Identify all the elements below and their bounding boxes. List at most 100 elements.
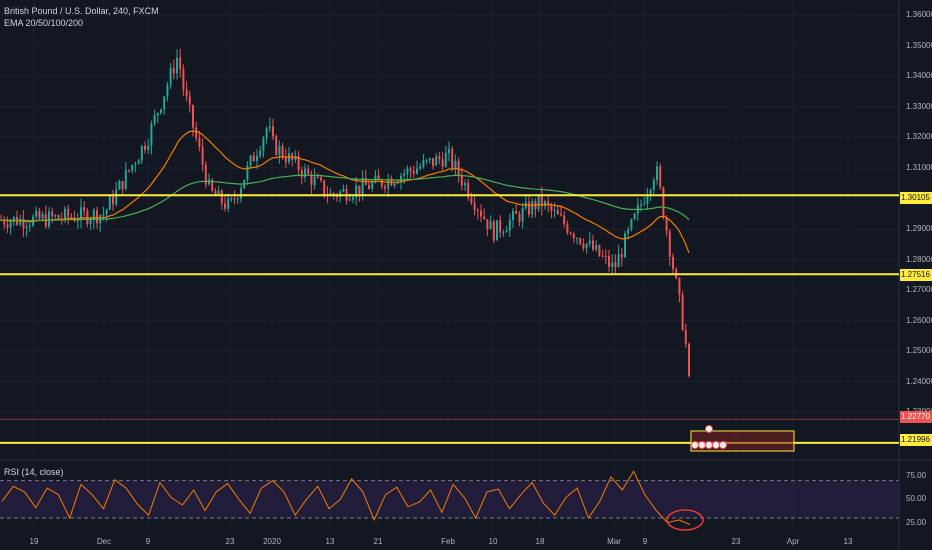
candle-body (300, 170, 303, 178)
candle-body (112, 196, 114, 205)
candle-body (380, 179, 383, 187)
candle-body (211, 179, 214, 191)
candle-body (422, 160, 425, 167)
candle-body (320, 177, 322, 181)
candle-body (428, 158, 431, 160)
candle-body (384, 186, 386, 189)
candle-body (531, 201, 534, 215)
candle-body (537, 194, 540, 210)
candle-body (528, 202, 530, 215)
level-tag-2: 1.27516 (900, 269, 932, 281)
candle-body (332, 193, 335, 196)
candle-body (464, 182, 466, 186)
time-tick: 9 (145, 537, 151, 546)
candle-body (640, 204, 642, 206)
candle-body (83, 207, 86, 211)
candle-body (438, 156, 441, 160)
candle-body (294, 155, 297, 161)
candle-body (124, 169, 127, 190)
candle-body (92, 210, 95, 221)
rsi-tick: 50.00 (906, 494, 927, 504)
candle-body (416, 168, 418, 174)
event-marker (712, 441, 720, 449)
candle-body (160, 109, 162, 114)
candle-body (240, 188, 242, 199)
candle-body (569, 232, 572, 235)
candle-body (304, 168, 306, 178)
candle-body (633, 213, 636, 220)
time-tick: 9 (642, 537, 648, 546)
candle-body (489, 221, 492, 230)
candle-body (448, 148, 450, 153)
candle-body (563, 215, 566, 225)
candle-body (499, 220, 502, 233)
candle-body (627, 229, 630, 234)
candle-body (275, 136, 278, 155)
level-tag-1: 1.30105 (900, 192, 932, 204)
candle-body (566, 224, 569, 233)
candle-body (163, 96, 166, 110)
event-marker (691, 441, 699, 449)
event-marker (719, 441, 727, 449)
price-tick: 1.34000 (906, 71, 932, 81)
candle-body (473, 202, 476, 210)
candle-body (665, 217, 668, 232)
candle-body (672, 256, 674, 270)
candle-body (176, 57, 178, 74)
candle-body (204, 164, 207, 185)
candle-body (48, 211, 50, 227)
candle-body (80, 207, 82, 221)
candle-body (496, 220, 498, 241)
candle-body (585, 243, 588, 249)
candle-body (230, 198, 233, 200)
support-resistance-levels (0, 194, 899, 444)
candle-body (553, 210, 556, 212)
candle-body (393, 183, 396, 186)
candle-body (387, 178, 390, 189)
candle-body (611, 262, 614, 267)
candle-body (451, 148, 454, 168)
price-tick: 1.26000 (906, 315, 932, 325)
candle-body (377, 175, 380, 180)
time-tick: Dec (96, 537, 112, 546)
candle-body (502, 232, 505, 234)
price-tick: 1.32000 (906, 132, 932, 142)
candle-body (547, 201, 550, 206)
candle-body (512, 210, 514, 220)
rsi-line (1, 470, 691, 525)
price-tick: 1.28000 (906, 254, 932, 264)
candle-body (540, 194, 543, 207)
candle-body (550, 205, 553, 211)
candle-body (316, 176, 319, 178)
candle-body (588, 240, 591, 244)
candle-body (403, 173, 406, 176)
time-tick: 23 (225, 537, 235, 546)
candle-body (646, 195, 649, 204)
candle-body (371, 182, 374, 189)
price-tick: 1.35000 (906, 40, 932, 50)
candle-body (601, 255, 604, 257)
candle-body (256, 155, 258, 162)
candle-body (483, 216, 486, 220)
candle-body (560, 214, 562, 216)
candle-body (105, 209, 108, 215)
candle-body (656, 166, 658, 181)
candle-body (630, 219, 633, 230)
rsi-tick: 25.00 (906, 517, 927, 527)
candle-body (182, 69, 185, 90)
candle-body (432, 158, 434, 166)
candle-body (19, 218, 22, 225)
candle-body (220, 190, 223, 204)
candle-body (102, 214, 105, 216)
candle-body (662, 187, 665, 218)
candle-body (153, 115, 156, 124)
level-tag-3: 1.21996 (900, 434, 932, 446)
candle-body (579, 238, 582, 244)
time-tick: 13 (843, 537, 853, 546)
candle-body (617, 253, 620, 268)
candle-body (134, 164, 137, 166)
candle-body (572, 234, 575, 239)
candle-body (652, 180, 655, 190)
candle-body (278, 146, 281, 155)
